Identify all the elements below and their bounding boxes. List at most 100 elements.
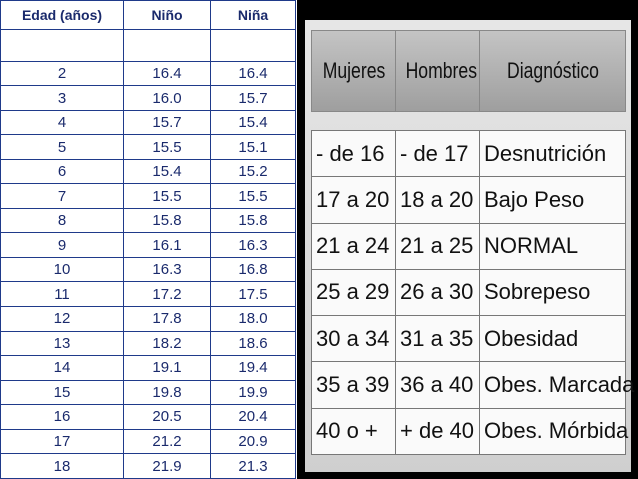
table-cell: 21.9 xyxy=(123,453,211,479)
table-row: 14 19.1 19.4 xyxy=(0,355,296,381)
table-cell: 20.5 xyxy=(123,404,211,430)
diagnosis-panel: Mujeres Hombres Diagnóstico - de 16- de … xyxy=(297,0,638,479)
table-row: 3 16.0 15.7 xyxy=(0,85,296,111)
table-cell: 15.4 xyxy=(210,109,296,136)
header-cell: Niña xyxy=(210,0,296,30)
table-cell: 16.4 xyxy=(210,60,296,87)
table-cell: 3 xyxy=(0,85,124,111)
table-cell: 18.6 xyxy=(210,330,296,357)
table-cell: NORMAL xyxy=(479,222,626,270)
table-cell: 19.1 xyxy=(123,355,211,381)
table-cell: 6 xyxy=(0,158,124,185)
table-row: 40 o + + de 40 Obes. Mórbida xyxy=(311,407,628,456)
table-cell: 14 xyxy=(0,355,124,381)
table-cell: 15.8 xyxy=(210,207,296,234)
table-cell: 30 a 34 xyxy=(311,315,396,363)
table-cell: 40 o + xyxy=(311,407,396,456)
table-row: 13 18.2 18.6 xyxy=(0,330,296,357)
table-cell: 18.2 xyxy=(123,330,211,357)
table-cell: 15.8 xyxy=(123,207,211,234)
table-cell: - de 17 xyxy=(395,129,480,178)
table-row: - de 16- de 17 Desnutrición xyxy=(311,129,626,178)
header-cell: Mujeres xyxy=(319,30,388,112)
table-cell: 19.8 xyxy=(123,379,211,406)
table-row: 25 a 29 26 a 30 Sobrepeso xyxy=(311,268,626,317)
table-cell: Bajo Peso xyxy=(479,176,626,224)
table-cell: 15.1 xyxy=(210,134,296,160)
table-cell: + de 40 xyxy=(395,407,480,456)
table-cell: 16 xyxy=(0,404,124,430)
table-cell: 20.4 xyxy=(210,404,296,430)
table-cell: 9 xyxy=(0,232,124,258)
table-cell: 10 xyxy=(0,256,124,283)
bmi-age-table: Edad (años) Niño Niña 2 16.4 16.4 3 16.0 15.7… xyxy=(0,0,296,479)
table-cell: 15.2 xyxy=(210,158,296,185)
table-row: 4 15.7 15.4 xyxy=(0,109,296,136)
table-cell: 35 a 39 xyxy=(311,361,396,409)
table-cell: Sobrepeso xyxy=(479,268,626,317)
table-cell: 16.4 xyxy=(123,60,211,87)
table-cell: 17.8 xyxy=(123,306,211,332)
table-cell: 26 a 30 xyxy=(395,268,480,317)
table-row: 7 15.5 15.5 xyxy=(0,183,296,209)
table-cell: 25 a 29 xyxy=(311,268,396,317)
table-cell: 12 xyxy=(0,306,124,332)
table-row: 18 21.9 21.3 xyxy=(0,453,296,479)
table-cell: 8 xyxy=(0,207,124,234)
table-cell: 19.4 xyxy=(210,355,296,381)
table-cell: 16.0 xyxy=(123,85,211,111)
table-row: 8 15.8 15.8 xyxy=(0,207,296,234)
table-cell: - de 16 xyxy=(311,129,396,178)
table-cell: Obesidad xyxy=(479,315,626,363)
table-cell: 17 a 20 xyxy=(311,176,396,224)
table-cell: 31 a 35 xyxy=(395,315,480,363)
table-cell: 15.7 xyxy=(123,109,211,136)
table-cell: 15.4 xyxy=(123,158,211,185)
table-cell: 16.3 xyxy=(210,232,296,258)
table-cell: 21 a 25 xyxy=(395,222,480,270)
table-cell: 17 xyxy=(0,428,124,455)
table-cell: 15 xyxy=(0,379,124,406)
panel: Mujeres Hombres Diagnóstico - de 16- de … xyxy=(305,20,634,472)
table-row: 12 17.8 18.0 xyxy=(0,306,296,332)
table-cell: 21 a 24 xyxy=(311,222,396,270)
table-row: 35 a 39 36 a 40 Obes. Marcada xyxy=(311,361,634,409)
table-cell: 7 xyxy=(0,183,124,209)
table-cell: 5 xyxy=(0,134,124,160)
table-cell: 18 xyxy=(0,453,124,479)
table-row: 2 16.4 16.4 xyxy=(0,60,296,87)
table-cell: Obes. Marcada xyxy=(479,361,634,409)
table-cell: 13 xyxy=(0,330,124,357)
table-cell: 17.2 xyxy=(123,281,211,308)
table-cell: 2 xyxy=(0,60,124,87)
table-cell: 16.1 xyxy=(123,232,211,258)
table-cell: Obes. Mórbida xyxy=(479,407,628,456)
diagnosis-table: - de 16- de 17 Desnutrición 17 a 20 18 a 20… xyxy=(311,129,634,456)
table-cell: 21.2 xyxy=(123,428,211,455)
table-cell: 4 xyxy=(0,109,124,136)
table-cell: Desnutrición xyxy=(479,129,626,178)
header-cell: Niño xyxy=(123,0,211,30)
table-cell: 15.5 xyxy=(123,183,211,209)
table-row: 30 a 34 31 a 35 Obesidad xyxy=(311,315,626,363)
table-row: 21 a 24 21 a 25 NORMAL xyxy=(311,222,626,270)
table-cell: 36 a 40 xyxy=(395,361,480,409)
diagnosis-header: Mujeres Hombres Diagnóstico xyxy=(311,30,626,112)
table-cell: 11 xyxy=(0,281,124,308)
table-row: 17 21.2 20.9 xyxy=(0,428,296,455)
table-row: 16 20.5 20.4 xyxy=(0,404,296,430)
table-row: 6 15.4 15.2 xyxy=(0,158,296,185)
table-cell: 15.5 xyxy=(210,183,296,209)
table-cell: 18.0 xyxy=(210,306,296,332)
table-cell: 16.3 xyxy=(123,256,211,283)
table-cell: 15.7 xyxy=(210,85,296,111)
header-cell: Edad (años) xyxy=(0,0,124,30)
table-cell: 15.5 xyxy=(123,134,211,160)
table-row: 10 16.3 16.8 xyxy=(0,256,296,283)
table-row: 17 a 20 18 a 20 Bajo Peso xyxy=(311,176,626,224)
header-cell: Diagnóstico xyxy=(493,30,612,112)
header-cell: Hombres xyxy=(403,30,477,112)
table-cell: 16.8 xyxy=(210,256,296,283)
table-cell: 19.9 xyxy=(210,379,296,406)
